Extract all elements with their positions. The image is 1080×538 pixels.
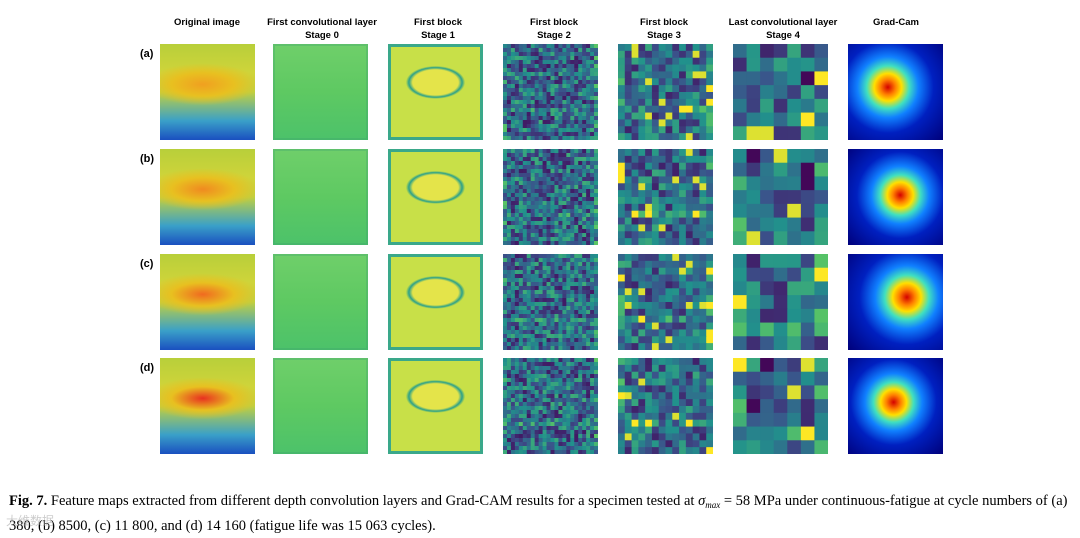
column-header-stage0: First convolutional layer Stage 0 [267, 17, 377, 41]
panel-a-stage1 [388, 44, 483, 140]
caption-sigma-subscript: max [705, 500, 721, 510]
panel-c-original [160, 254, 255, 350]
panel-a-stage3 [618, 44, 714, 141]
column-header-stage2: First block Stage 2 [529, 17, 579, 41]
panel-d-stage2 [503, 358, 599, 455]
panel-d-stage3 [618, 358, 714, 455]
figure-caption: Fig. 7. Feature maps extracted from diff… [9, 491, 1077, 537]
panel-b-gradcam [848, 149, 943, 245]
panel-c-stage0 [273, 254, 368, 350]
panel-b-stage3 [618, 149, 714, 246]
column-header-stage1: First block Stage 1 [413, 17, 463, 41]
panel-b-stage2 [503, 149, 599, 246]
caption-sigma: σ [698, 493, 706, 509]
panel-b-stage4 [733, 149, 829, 246]
row-label-d: (d) [140, 362, 155, 374]
caption-text-before: Feature maps extracted from different de… [50, 493, 695, 509]
column-header-stage4: Last convolutional layer Stage 4 [728, 17, 838, 41]
watermark: 大维数据 [6, 514, 55, 528]
panel-a-stage4 [733, 44, 829, 141]
panel-c-stage2 [503, 254, 599, 351]
panel-a-gradcam [848, 44, 943, 140]
panel-c-stage3 [618, 254, 714, 351]
panel-d-original [160, 358, 255, 454]
column-header-stage3: First block Stage 3 [639, 17, 689, 41]
panel-d-stage4 [733, 358, 829, 455]
panel-c-gradcam [848, 254, 943, 350]
panel-d-stage0 [273, 358, 368, 454]
row-label-c: (c) [140, 258, 154, 270]
panel-a-original [160, 44, 255, 140]
panel-d-gradcam [848, 358, 943, 454]
panel-b-stage1 [388, 149, 483, 245]
panel-a-stage0 [273, 44, 368, 140]
panel-d-stage1 [388, 358, 483, 454]
caption-label: Fig. 7. [9, 493, 48, 509]
column-header-original: Original image [174, 17, 240, 28]
panel-c-stage4 [733, 254, 829, 351]
caption-text-after: = 58 MPa under continuous-fatigue at cyc… [9, 493, 1068, 534]
row-label-b: (b) [140, 153, 155, 165]
column-header-gradcam: Grad-Cam [873, 17, 919, 28]
row-label-a: (a) [140, 48, 154, 60]
panel-b-stage0 [273, 149, 368, 245]
panel-b-original [160, 149, 255, 245]
panel-a-stage2 [503, 44, 599, 141]
panel-c-stage1 [388, 254, 483, 350]
